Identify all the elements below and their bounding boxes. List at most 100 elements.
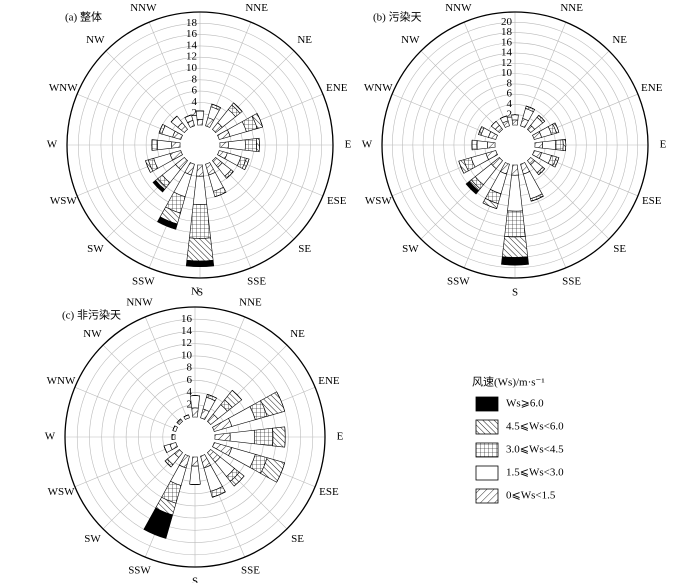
direction-label: NE — [297, 34, 312, 46]
legend-label: 0⩽Ws<1.5 — [506, 490, 556, 502]
wind-segment — [145, 160, 151, 173]
wind-segment — [189, 203, 211, 239]
legend-label: 1.5⩽Ws<3.0 — [506, 467, 564, 479]
spoke — [144, 316, 188, 419]
direction-label: NE — [290, 328, 305, 340]
wind-segment — [171, 141, 181, 149]
r-tick-label: 8 — [187, 362, 193, 374]
direction-label: ESE — [319, 486, 339, 498]
legend-swatch — [475, 419, 499, 435]
r-tick-label: 2 — [187, 398, 193, 410]
r-tick-label: 8 — [507, 77, 513, 89]
direction-label: SSW — [132, 275, 155, 287]
direction-label: W — [45, 431, 56, 443]
direction-label: NNW — [126, 297, 153, 309]
r-tick-label: 18 — [186, 17, 198, 29]
wind-segment — [507, 174, 523, 212]
direction-label: ENE — [326, 82, 348, 94]
spoke — [392, 93, 497, 138]
wind-rose: (a) 整体 N NNE NE ENE E ESE SE SSE S SSW SW WSW W WNW NW N… — [47, 0, 352, 299]
r-tick-label: 14 — [186, 39, 198, 51]
wind-segment — [272, 426, 286, 448]
spoke — [463, 22, 508, 127]
outer-circle — [64, 306, 326, 568]
wind-segment — [256, 113, 263, 128]
wind-segment — [191, 407, 199, 418]
chart-title: (a) 整体 — [65, 10, 102, 24]
direction-label: SE — [298, 243, 311, 255]
spoke — [148, 22, 193, 127]
direction-label: W — [362, 139, 373, 151]
wind-segment — [471, 139, 478, 151]
direction-label: N — [196, 0, 204, 3]
wind-segment — [189, 465, 201, 485]
direction-label: WSW — [50, 195, 78, 207]
direction-label: WSW — [365, 195, 393, 207]
r-tick-label: 12 — [186, 51, 197, 63]
wind-segment — [196, 119, 204, 126]
direction-label: S — [192, 576, 198, 583]
legend-label: 4.5⩽Ws<6.0 — [506, 421, 564, 433]
legend-swatch — [475, 488, 499, 504]
direction-label: SE — [613, 243, 626, 255]
wind-segment — [157, 139, 173, 151]
wind-segment — [191, 456, 199, 467]
direction-label: WNW — [49, 82, 78, 94]
spoke — [528, 50, 610, 132]
direction-label: SSW — [447, 275, 470, 287]
wind-segment — [207, 393, 217, 399]
r-tick-label: 10 — [186, 62, 198, 74]
direction-label: E — [337, 431, 344, 443]
direction-label: W — [47, 139, 58, 151]
direction-label: NNE — [560, 2, 583, 14]
wind-segment — [163, 445, 168, 453]
wind-segment — [203, 464, 223, 492]
wind-segment — [212, 491, 226, 498]
wind-segment — [511, 119, 519, 126]
wind-segment — [231, 390, 242, 401]
r-tick-label: 14 — [181, 325, 193, 337]
direction-label: N — [191, 286, 199, 298]
wind-segment — [476, 140, 488, 150]
wind-segment — [233, 475, 245, 487]
legend-title: 风速(Ws)/m·s⁻¹ — [472, 376, 545, 389]
wind-segment — [214, 191, 227, 198]
direction-label: NNE — [245, 2, 268, 14]
r-tick-label: 6 — [187, 374, 193, 386]
chart-title: (c) 非污染天 — [62, 308, 121, 322]
direction-label: SE — [291, 533, 304, 545]
r-tick-label: 2 — [192, 107, 198, 119]
wind-segment — [254, 427, 274, 447]
wind-rose: (b) 污染天 N NNE NE ENE E ESE SE SSE S SSW SW WSW W WNW NW… — [362, 0, 667, 299]
outer-circle — [381, 11, 649, 279]
r-tick-label: 12 — [181, 337, 192, 349]
wind-segment — [211, 103, 221, 109]
direction-label: S — [197, 287, 203, 299]
r-tick-label: 8 — [192, 73, 198, 85]
direction-label: SSW — [128, 564, 151, 576]
direction-label: NNW — [130, 2, 157, 14]
direction-label: SW — [402, 243, 419, 255]
wind-segment — [229, 429, 256, 445]
wind-segment — [227, 139, 246, 151]
wind-segment — [196, 164, 204, 177]
r-tick-label: 4 — [192, 96, 198, 108]
direction-label: E — [345, 139, 352, 151]
r-tick-label: 10 — [181, 349, 193, 361]
wind-segment — [511, 114, 519, 121]
spoke — [420, 50, 502, 132]
wind-segment — [171, 434, 176, 440]
wind-segment — [192, 175, 208, 205]
direction-label: N — [511, 0, 519, 3]
wind-rose: (c) 非污染天 N NNE NE ENE E ESE SE SSE S SSW SW WSW W WNW N… — [45, 286, 344, 583]
r-tick-label: 4 — [187, 386, 193, 398]
direction-label: ENE — [318, 375, 340, 387]
wind-segment — [214, 432, 231, 442]
legend-swatch — [475, 396, 499, 412]
legend-label: 3.0⩽Ws<4.5 — [506, 444, 564, 456]
outer-circle — [66, 11, 334, 279]
wind-segment — [504, 210, 526, 238]
wind-segment — [219, 141, 229, 149]
r-tick-label: 16 — [186, 28, 198, 40]
